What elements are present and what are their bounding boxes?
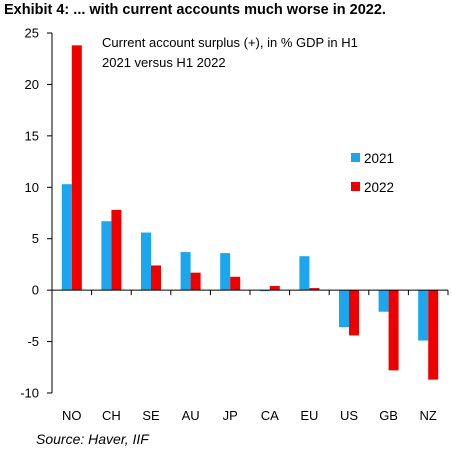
y-tick-label: 20 <box>25 77 39 92</box>
bar-se-2022 <box>151 265 161 291</box>
y-tick-label: -10 <box>20 386 39 401</box>
bar-eu-2021 <box>299 256 310 291</box>
bar-eu-2022 <box>309 288 320 291</box>
subtitle-line-1: Current account surplus (+), in % GDP in… <box>102 35 358 50</box>
bar-se-2021 <box>141 232 151 291</box>
x-tick-label-ch: CH <box>102 408 121 423</box>
labels-group: 25 20 15 10 5 0 -5 -10 NO CH SE AU JP CA EU US GB NZ <box>20 26 437 424</box>
x-tick-label-no: NO <box>62 408 82 423</box>
bar-au-2021 <box>180 252 191 291</box>
x-tick-label-jp: JP <box>223 408 238 423</box>
x-tick-label-au: AU <box>182 408 200 423</box>
x-tick-label-gb: GB <box>379 408 398 423</box>
legend: 2021 2022 <box>351 151 394 195</box>
legend-label-2022: 2022 <box>364 180 394 195</box>
bar-ca-2022 <box>269 286 280 291</box>
legend-swatch-2021 <box>351 153 360 162</box>
bar-nz-2022 <box>428 290 439 380</box>
bar-gb-2022 <box>388 290 399 371</box>
bars-group <box>61 45 439 380</box>
x-tick-label-eu: EU <box>300 408 318 423</box>
x-tick-label-ca: CA <box>261 408 279 423</box>
bar-no-2022 <box>71 45 82 291</box>
chart-note: Current account surplus (+), in % GDP in… <box>102 35 358 70</box>
bar-no-2021 <box>61 184 72 291</box>
y-tick-label: 15 <box>25 128 39 143</box>
y-tick-label: 0 <box>32 283 39 298</box>
bar-jp-2022 <box>230 276 241 291</box>
bar-us-2022 <box>349 290 359 336</box>
legend-swatch-2022 <box>351 182 360 191</box>
exhibit-title: Exhibit 4: ... with current accounts muc… <box>4 2 386 18</box>
y-tick-label: 5 <box>32 231 39 246</box>
bar-ca-2021 <box>259 290 270 292</box>
source-note: Source: Haver, IIF <box>36 431 149 447</box>
y-tick-label: -5 <box>27 334 39 349</box>
bar-gb-2021 <box>378 290 389 312</box>
x-tick-label-se: SE <box>142 408 160 423</box>
axes-group <box>47 32 449 394</box>
legend-label-2021: 2021 <box>364 151 394 166</box>
x-tick-label-us: US <box>340 408 358 423</box>
bar-au-2022 <box>190 272 201 291</box>
subtitle-line-2: 2021 versus H1 2022 <box>102 55 226 70</box>
bar-ch-2022 <box>111 209 122 291</box>
bar-us-2021 <box>339 290 349 328</box>
x-tick-label-nz: NZ <box>420 408 437 423</box>
bar-ch-2021 <box>101 221 112 291</box>
y-tick-label: 25 <box>25 26 39 41</box>
y-tick-label: 10 <box>25 180 39 195</box>
bar-nz-2021 <box>418 290 429 341</box>
bar-jp-2021 <box>220 253 231 291</box>
